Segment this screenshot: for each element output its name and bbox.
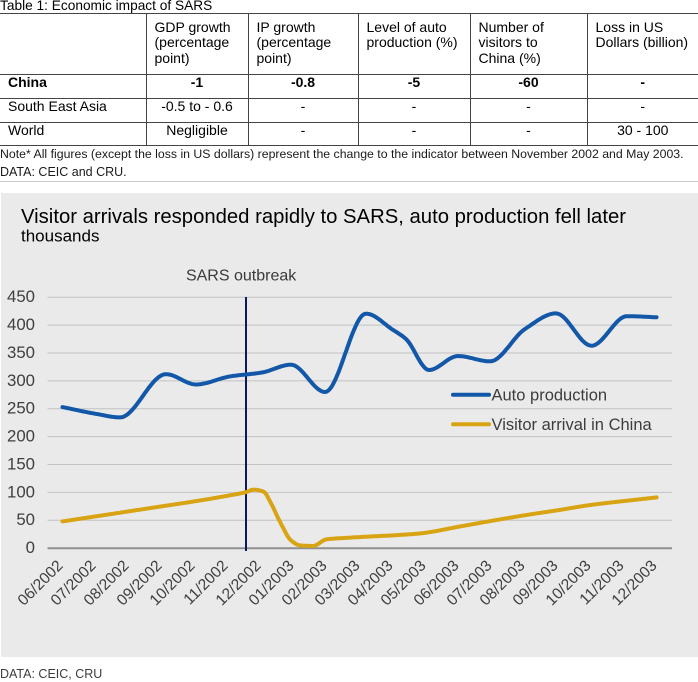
svg-text:thousands: thousands [21,226,99,245]
svg-text:150: 150 [7,454,35,473]
svg-text:100: 100 [7,482,35,501]
svg-text:Visitor arrivals responded rap: Visitor arrivals responded rapidly to SA… [21,206,626,228]
svg-text:250: 250 [7,398,35,417]
svg-text:Visitor arrival in China: Visitor arrival in China [492,415,653,433]
svg-text:450: 450 [7,287,35,306]
svg-text:300: 300 [7,370,35,389]
svg-text:SARS outbreak: SARS outbreak [186,267,297,284]
svg-text:50: 50 [16,510,35,529]
svg-text:Auto production: Auto production [492,386,608,404]
svg-text:0: 0 [26,538,35,557]
svg-text:350: 350 [7,342,35,361]
svg-text:400: 400 [7,315,35,334]
svg-text:200: 200 [7,426,35,445]
